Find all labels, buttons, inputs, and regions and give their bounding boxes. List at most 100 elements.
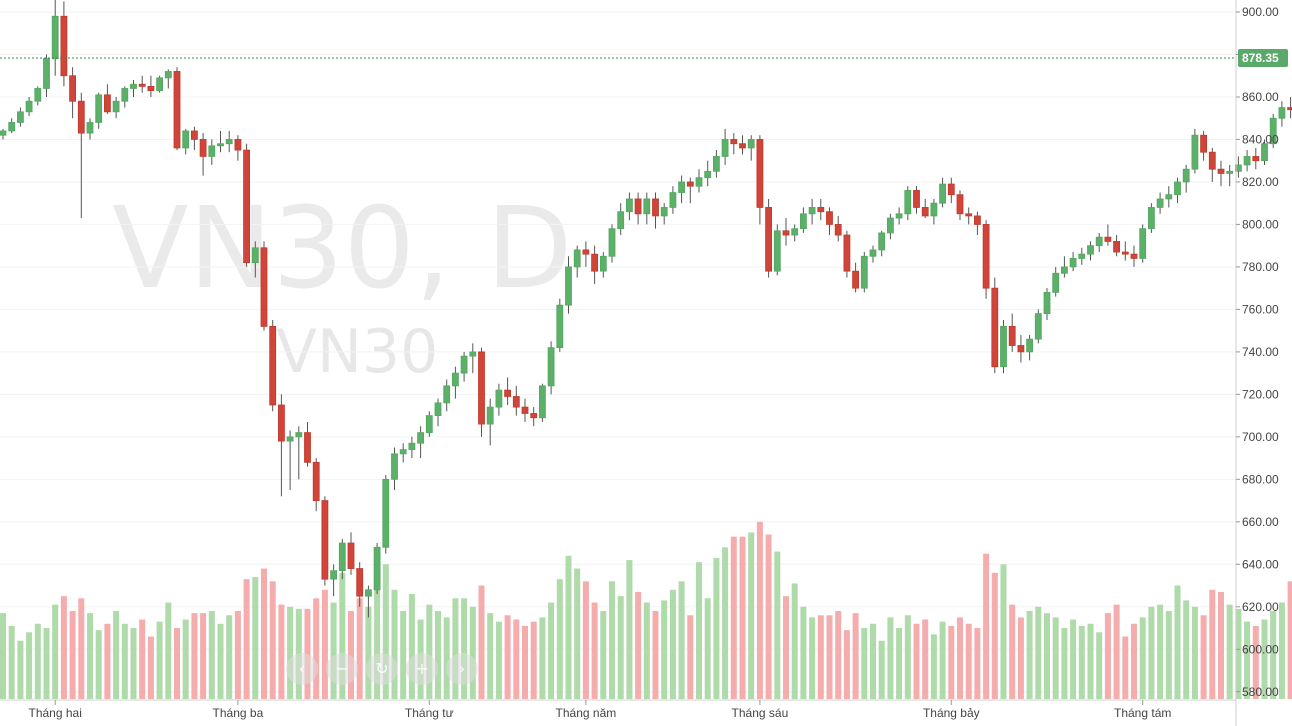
zoom-out-button[interactable]: − [326,653,358,685]
volume-bar [391,589,398,699]
volume-bar [1218,591,1224,699]
candle [878,230,886,257]
candle-body [208,145,216,157]
volume-bar [513,619,520,699]
price-tick-label: 760.00 [1242,302,1279,316]
candle-body [939,183,946,204]
volume-bar [165,602,172,699]
candle-body [147,85,155,91]
candle [225,130,233,153]
candle-body [1017,345,1025,353]
volume-bar [104,623,111,699]
candle [112,96,120,119]
candle-body [77,100,85,134]
volume-bar [600,611,607,699]
candle-body [547,347,555,387]
volume-bar [78,598,85,699]
volume-bar [1165,611,1172,699]
candle-body [721,139,729,157]
volume-bar [339,572,346,699]
candle [643,192,651,225]
candle-body [1043,291,1051,315]
volume-bar [1235,608,1242,699]
candle [965,207,973,225]
price-tick-label: 660.00 [1242,515,1279,529]
candle [512,385,520,416]
candle [1130,245,1138,267]
candle-body [756,139,764,208]
candle [974,211,981,236]
candle [1095,232,1103,253]
volume-bar [1113,604,1120,699]
volume-bar [504,615,511,699]
candle-body [643,198,651,215]
price-tick-label: 720.00 [1242,387,1279,401]
candle [130,79,137,97]
candle-body [556,304,564,349]
candle-body [504,389,512,397]
candle-body [225,139,233,145]
candle-body [182,130,190,149]
candle [808,198,816,225]
candle [460,351,468,382]
candle [1156,192,1164,214]
volume-bar [626,560,633,699]
volume-bar [287,606,294,699]
volume-bar [1139,617,1146,699]
candle-body [591,253,598,272]
candle-body [1200,134,1207,153]
candle [921,198,929,219]
scroll-right-button[interactable]: › [446,653,478,685]
candle [1139,224,1147,263]
candle [1235,156,1242,178]
volume-bar [400,611,407,699]
candle-body [199,139,207,157]
volume-bar [730,536,737,699]
candle-body [460,355,468,374]
candle-body [947,183,955,196]
candle [60,1,68,87]
candle [556,298,564,352]
candle [660,203,668,225]
candle [860,252,868,293]
candle [930,198,938,225]
volume-bar [983,553,990,699]
candle [8,118,16,134]
volume-bar [539,617,546,699]
scroll-left-button[interactable]: ‹ [286,653,318,685]
candle [1208,147,1216,182]
volume-bar [182,619,189,699]
volume-bar [87,613,93,699]
volume-bar [243,579,250,699]
candle [747,135,755,161]
candle-body [974,215,981,225]
candle [391,447,398,490]
volume-bar [965,623,972,699]
price-axis[interactable]: 580.00 600.00 620.00 640.00 660.00 680.00 700.… [1235,0,1279,726]
price-tick-label: 640.00 [1242,557,1279,571]
candle-body [1000,325,1007,368]
volume-bar [469,606,476,699]
zoom-in-button[interactable]: + [406,653,438,685]
candle-body [808,207,816,215]
candle [887,213,894,240]
volume-bar [974,628,981,699]
candle [312,458,320,512]
candle [478,347,485,437]
volume-bar [234,611,241,699]
volume-bar [1035,606,1042,699]
candle-body [1069,258,1077,268]
candle-body [860,255,868,289]
candle [634,192,642,225]
time-axis[interactable]: Tháng hai Tháng ba Tháng tư Tháng năm Tháng … [0,699,1292,720]
volume-bar [991,572,998,699]
price-tick-label: 620.00 [1242,600,1279,614]
candle [817,198,825,221]
volume-bar [382,564,389,699]
candle-body [156,77,164,91]
candle [800,207,807,233]
reset-button[interactable]: ↻ [366,653,398,685]
candle [138,75,146,93]
